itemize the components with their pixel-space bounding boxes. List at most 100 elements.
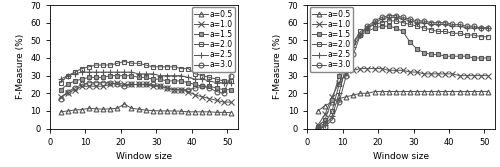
a=2.5 <box>414 22 420 24</box>
a=0.5 <box>122 103 128 105</box>
a=3.0 <box>206 87 212 89</box>
a=1.0 <box>393 69 399 71</box>
a=1.5 <box>456 55 462 57</box>
a=1.5 <box>478 57 484 59</box>
a=1.0 <box>185 91 191 93</box>
Line: a=2.5: a=2.5 <box>57 69 234 86</box>
a=2.0 <box>157 66 163 68</box>
a=2.5 <box>128 71 134 73</box>
a=2.5 <box>442 23 448 25</box>
a=0.5 <box>185 111 191 113</box>
a=2.0 <box>136 62 141 64</box>
a=2.5 <box>336 92 342 94</box>
a=1.5 <box>358 34 364 36</box>
a=1.5 <box>72 80 78 82</box>
a=1.0 <box>478 75 484 77</box>
a=2.0 <box>378 22 384 24</box>
a=1.0 <box>442 73 448 75</box>
a=3.0 <box>350 53 356 55</box>
a=2.5 <box>185 76 191 78</box>
a=2.5 <box>478 27 484 29</box>
a=2.0 <box>64 75 70 77</box>
a=0.5 <box>214 111 220 113</box>
a=2.0 <box>414 25 420 27</box>
a=1.5 <box>150 78 156 80</box>
a=0.5 <box>350 94 356 96</box>
a=0.5 <box>93 108 99 110</box>
a=3.0 <box>200 85 205 87</box>
a=2.0 <box>450 32 456 34</box>
a=2.5 <box>407 20 413 22</box>
a=2.5 <box>485 27 491 29</box>
a=3.0 <box>450 23 456 25</box>
a=2.0 <box>107 64 113 66</box>
a=3.0 <box>107 82 113 84</box>
a=1.5 <box>386 25 392 27</box>
a=1.5 <box>178 80 184 82</box>
a=0.5 <box>114 107 120 109</box>
a=0.5 <box>220 111 226 113</box>
a=2.5 <box>456 25 462 27</box>
a=2.0 <box>128 62 134 64</box>
a=2.5 <box>107 71 113 73</box>
a=0.5 <box>450 91 456 93</box>
a=2.5 <box>157 75 163 77</box>
a=1.5 <box>185 82 191 84</box>
a=1.0 <box>464 75 469 77</box>
Line: a=0.5: a=0.5 <box>316 89 490 113</box>
a=0.5 <box>107 108 113 110</box>
a=1.5 <box>436 53 442 55</box>
a=0.5 <box>157 110 163 112</box>
a=1.5 <box>407 41 413 43</box>
a=2.0 <box>164 66 170 68</box>
a=2.0 <box>372 23 378 25</box>
a=3.0 <box>136 84 141 86</box>
a=1.0 <box>157 85 163 87</box>
a=2.0 <box>315 126 321 128</box>
a=2.5 <box>72 73 78 75</box>
a=2.5 <box>315 128 321 130</box>
a=3.0 <box>386 15 392 17</box>
a=1.0 <box>485 75 491 77</box>
Line: a=1.5: a=1.5 <box>316 24 490 129</box>
a=2.0 <box>393 20 399 22</box>
a=1.0 <box>456 75 462 77</box>
a=1.0 <box>414 71 420 73</box>
a=1.5 <box>157 78 163 80</box>
a=0.5 <box>386 91 392 93</box>
a=0.5 <box>464 91 469 93</box>
a=2.5 <box>64 75 70 77</box>
a=0.5 <box>128 107 134 109</box>
a=1.5 <box>421 52 427 54</box>
a=3.0 <box>315 128 321 130</box>
a=1.0 <box>428 73 434 75</box>
a=3.0 <box>343 75 349 77</box>
a=0.5 <box>64 110 70 112</box>
Line: a=2.0: a=2.0 <box>316 19 490 129</box>
a=1.5 <box>100 76 106 78</box>
a=2.5 <box>122 71 128 73</box>
a=1.5 <box>200 85 205 87</box>
a=1.0 <box>436 73 442 75</box>
a=1.0 <box>171 89 177 91</box>
a=1.5 <box>114 75 120 77</box>
a=2.5 <box>93 71 99 73</box>
a=1.0 <box>100 85 106 87</box>
a=2.5 <box>220 82 226 84</box>
a=0.5 <box>142 109 148 111</box>
a=1.0 <box>178 89 184 91</box>
a=1.0 <box>336 82 342 84</box>
a=2.5 <box>100 71 106 73</box>
a=2.0 <box>93 64 99 66</box>
a=1.0 <box>315 124 321 126</box>
a=1.5 <box>220 89 226 91</box>
a=1.0 <box>386 69 392 71</box>
a=2.0 <box>171 66 177 68</box>
a=2.0 <box>400 22 406 24</box>
a=2.0 <box>178 68 184 70</box>
a=2.0 <box>485 36 491 38</box>
a=2.0 <box>336 84 342 86</box>
a=0.5 <box>343 96 349 98</box>
a=3.0 <box>470 25 476 27</box>
a=0.5 <box>470 91 476 93</box>
